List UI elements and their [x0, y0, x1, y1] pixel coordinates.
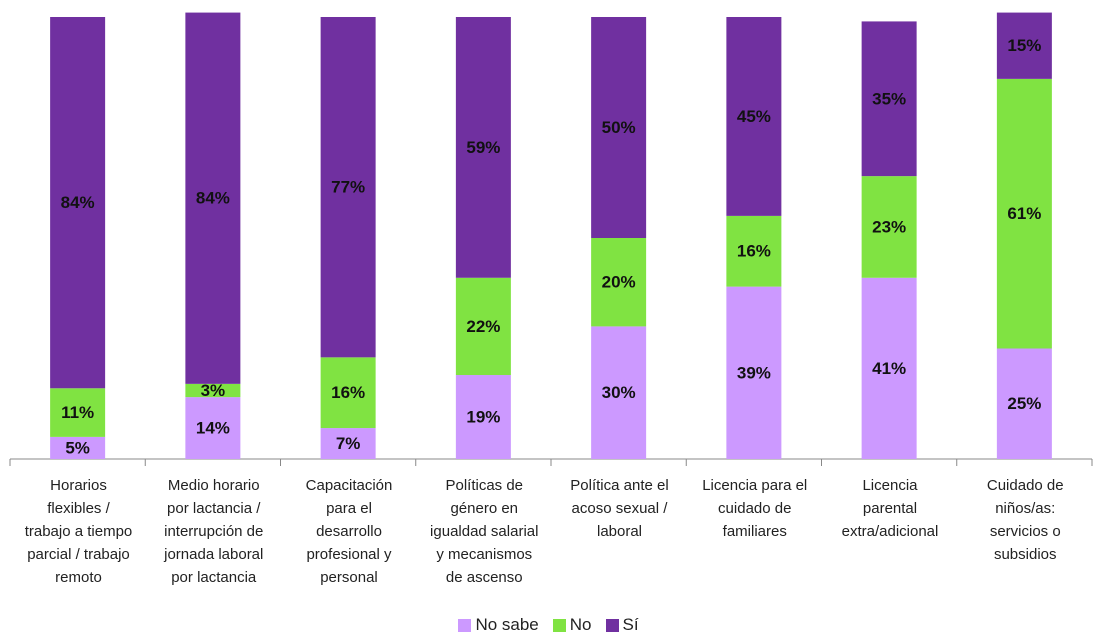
bar-segment: [996, 78, 1052, 349]
legend-swatch: [458, 618, 472, 632]
legend-item: No: [552, 615, 592, 635]
legend: No sabe No Sí: [0, 615, 1097, 635]
bar-segment: [50, 388, 106, 437]
bar-segment: [861, 176, 917, 278]
bar-segment: [726, 17, 782, 216]
value-label: 20%: [602, 273, 636, 292]
x-tick-label: Medio horario por lactancia / interrupci…: [164, 477, 264, 586]
legend-item: No sabe: [458, 615, 539, 635]
bar-segment: [320, 357, 376, 429]
value-label: 39%: [737, 363, 771, 382]
legend-swatch: [552, 618, 566, 632]
value-label: 19%: [466, 407, 500, 426]
bar-segment: [726, 215, 782, 287]
bar-segment: [726, 286, 782, 459]
bar-segment: [996, 12, 1052, 79]
bar-segment: [320, 428, 376, 459]
bar-segment: [185, 383, 241, 398]
value-label: 16%: [331, 383, 365, 402]
legend-swatch: [605, 618, 619, 632]
value-label: 14%: [196, 419, 230, 438]
bar-segment: [591, 17, 647, 238]
value-label: 7%: [336, 434, 361, 453]
x-tick-label: Capacitación para el desarrollo profesio…: [305, 477, 393, 586]
legend-label: No sabe: [475, 615, 539, 634]
value-label: 25%: [1007, 394, 1041, 413]
bar-segment: [996, 348, 1052, 459]
bar-segment: [861, 277, 917, 459]
value-label: 84%: [196, 189, 230, 208]
x-tick-label: Cuidado de niños/as: servicios o subsidi…: [986, 477, 1064, 563]
value-label: 41%: [872, 359, 906, 378]
legend-label: No: [569, 615, 592, 634]
bar-segment: [320, 17, 376, 358]
value-label: 30%: [602, 383, 636, 402]
value-label: 35%: [872, 89, 906, 108]
bar-segment: [455, 375, 511, 459]
bar-segment: [591, 238, 647, 327]
bar-segment: [455, 277, 511, 376]
legend-item: Sí: [605, 615, 639, 635]
legend-label: Sí: [622, 615, 639, 634]
value-label: 16%: [737, 242, 771, 261]
bar-segment: [861, 21, 917, 177]
value-label: 15%: [1007, 36, 1041, 55]
value-label: 77%: [331, 178, 365, 197]
bar-segment: [185, 12, 241, 384]
value-label: 23%: [872, 217, 906, 236]
x-tick-label: Horarios flexibles / trabajo a tiempo pa…: [24, 477, 133, 586]
x-tick-label: Políticas de género en igualdad salarial…: [430, 477, 539, 586]
x-tick-label: Licencia parental extra/adicional: [841, 477, 939, 540]
value-label: 5%: [65, 438, 90, 457]
bar-segment: [185, 397, 241, 459]
value-label: 84%: [61, 193, 95, 212]
x-tick-label: Política ante el acoso sexual / laboral: [570, 477, 669, 540]
value-label: 61%: [1007, 204, 1041, 223]
x-tick-label: Licencia para el cuidado de familiares: [702, 477, 808, 540]
value-label: 11%: [61, 403, 94, 422]
value-label: 45%: [737, 107, 771, 126]
value-label: 59%: [466, 138, 500, 157]
bar-segment: [455, 17, 511, 278]
value-label: 3%: [201, 381, 226, 400]
value-label: 50%: [602, 118, 636, 137]
value-label: 22%: [466, 317, 500, 336]
bar-segment: [50, 436, 106, 459]
bar-segment: [50, 17, 106, 389]
bar-segment: [591, 326, 647, 459]
